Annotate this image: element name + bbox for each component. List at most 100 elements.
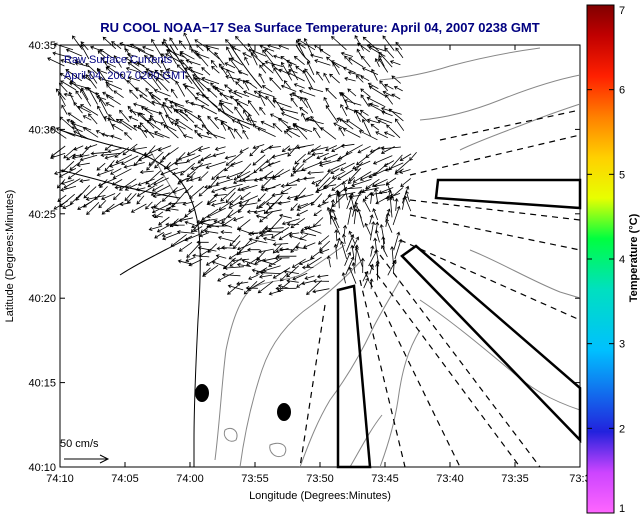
current-vector — [310, 146, 329, 153]
current-vector — [366, 43, 387, 52]
current-vector — [176, 229, 195, 235]
current-vector — [344, 251, 352, 266]
current-vector — [144, 107, 162, 115]
current-vector — [166, 206, 179, 211]
current-vector — [66, 153, 76, 161]
current-vector — [347, 70, 363, 76]
current-vector — [153, 200, 162, 208]
current-vector — [79, 178, 90, 183]
current-vector — [295, 39, 306, 58]
current-vector — [218, 63, 228, 76]
current-vector — [304, 97, 314, 113]
current-vector — [369, 146, 385, 153]
current-vector — [188, 201, 203, 213]
current-vector — [306, 280, 322, 296]
current-vector — [346, 192, 354, 210]
current-vector — [283, 80, 291, 89]
x-tick-label: 74:05 — [111, 473, 139, 485]
current-vector — [307, 170, 324, 176]
current-vector — [361, 55, 371, 68]
current-vector — [375, 131, 389, 139]
current-vector — [286, 278, 299, 284]
current-vector — [381, 245, 388, 258]
current-vector — [172, 170, 185, 176]
current-vector — [286, 71, 305, 82]
current-vector — [76, 162, 90, 167]
current-vector — [184, 220, 195, 226]
current-vector — [273, 54, 283, 59]
colorbar: 1 2 3 4 5 6 7 Temperature (°C) — [586, 4, 640, 515]
current-vector — [177, 153, 196, 161]
current-vector — [159, 69, 178, 83]
x-tick-label: 73:35 — [501, 473, 529, 485]
current-vector — [263, 175, 281, 180]
current-vector — [50, 127, 67, 139]
current-vector — [126, 52, 138, 58]
current-vector — [203, 229, 219, 234]
current-vector — [357, 208, 365, 228]
current-vector — [340, 162, 355, 171]
current-vector — [367, 82, 379, 89]
current-vector — [343, 186, 362, 191]
current-vector — [378, 58, 389, 73]
current-vector — [104, 144, 113, 151]
current-vector — [194, 50, 209, 67]
current-vector — [326, 255, 331, 268]
current-vector — [183, 32, 194, 52]
current-vector — [201, 67, 211, 76]
current-vector — [137, 153, 153, 162]
current-vector — [292, 123, 308, 140]
y-tick-label: 40:20 — [28, 293, 56, 305]
current-vector — [119, 42, 140, 50]
current-vector — [216, 246, 227, 251]
plot-frame — [59, 44, 581, 468]
current-vector — [160, 167, 178, 176]
current-vector — [366, 118, 380, 124]
current-vector — [361, 67, 379, 75]
current-vector — [307, 86, 324, 93]
current-vector — [323, 184, 337, 189]
current-vector — [279, 272, 289, 282]
current-vector — [156, 224, 170, 233]
scale-label: 50 cm/s — [60, 438, 99, 450]
current-vector — [230, 57, 243, 66]
current-vector — [303, 37, 314, 57]
current-vector — [286, 222, 300, 227]
current-vector — [325, 145, 337, 152]
current-vector — [61, 104, 68, 115]
current-vector — [105, 102, 115, 108]
current-vector — [289, 93, 305, 99]
current-vector — [184, 233, 202, 242]
current-vector — [350, 244, 355, 258]
current-vector — [189, 176, 202, 182]
current-vector — [369, 192, 374, 204]
current-vector — [243, 79, 250, 91]
current-vector — [268, 195, 283, 210]
current-vector — [311, 152, 324, 157]
current-vector — [240, 184, 258, 192]
current-vector — [247, 247, 260, 252]
current-vector — [399, 169, 411, 174]
current-vector — [214, 117, 228, 124]
current-vector — [316, 274, 329, 279]
current-vector — [113, 192, 121, 201]
annotation-source: Raw Surface Currents — [64, 54, 173, 66]
current-vector — [259, 211, 274, 223]
bathymetry-contours — [149, 47, 581, 468]
current-vector — [127, 62, 145, 75]
current-vector — [364, 222, 372, 236]
current-vector — [155, 77, 169, 92]
current-vector — [233, 175, 250, 184]
current-vector — [259, 270, 281, 275]
current-vector — [385, 218, 393, 233]
x-tick-label: 74:00 — [176, 473, 204, 485]
current-vector — [106, 83, 113, 92]
current-vector — [242, 52, 252, 58]
current-vector — [119, 109, 130, 122]
current-vector — [388, 196, 393, 218]
current-vector — [134, 87, 148, 97]
current-vector — [312, 279, 330, 284]
current-vector — [357, 145, 371, 154]
current-vector — [182, 201, 195, 206]
current-vector — [205, 44, 219, 50]
